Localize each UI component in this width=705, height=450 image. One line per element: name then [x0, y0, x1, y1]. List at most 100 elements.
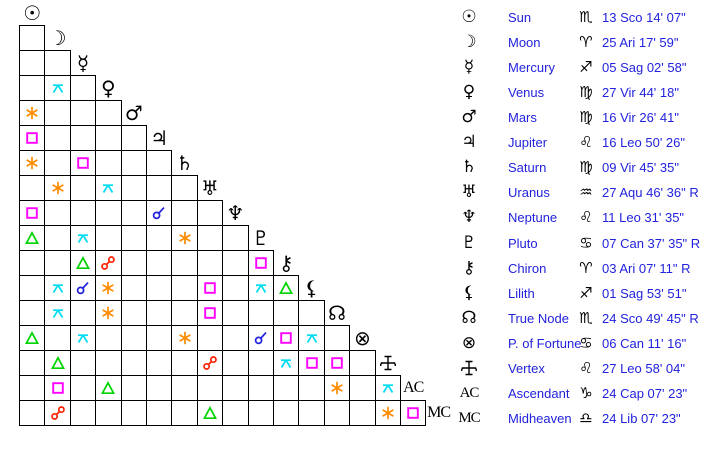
aspect-cell-sun-uranus [19, 175, 46, 201]
planet-position: 11 Leo 31' 35" [602, 210, 685, 226]
aspect-sextile-icon [26, 106, 39, 120]
aspect-cell-saturn-chiron [171, 250, 198, 276]
planet-name: Pluto [508, 235, 538, 251]
zodiac-sign-icon: ♑ [579, 383, 593, 402]
planet-name: Ascendant [508, 385, 570, 401]
aspect-opposition-icon [50, 406, 65, 420]
zodiac-sign-icon: ♐ [579, 283, 593, 302]
position-row-uranus: ♅ Uranus ♒ 27 Aqu 46' 36" R [450, 180, 702, 205]
aspect-cell-mercury-mars [69, 100, 97, 126]
aspect-cell-true-node-ac [323, 375, 351, 401]
aspect-cell-chiron-ac [273, 375, 300, 401]
planet-position: 27 Aqu 46' 36" R [602, 185, 699, 201]
aspect-cell-venus-mc [95, 400, 122, 426]
aspect-trine-icon [279, 281, 294, 295]
aspect-cell-saturn-mc [171, 400, 198, 426]
aspect-trine-icon [25, 331, 40, 345]
aspect-cell-pluto-mc [247, 400, 274, 426]
aspect-square-icon [51, 382, 64, 394]
planet-position: 06 Can 11' 16" [602, 335, 687, 351]
planet-position: 03 Ari 07' 11" R [602, 260, 691, 276]
aspect-square-icon [204, 282, 216, 294]
planet-name: Saturn [508, 160, 547, 176]
planet-name: Vertex [508, 360, 545, 376]
aspect-trine-icon [50, 356, 65, 370]
aspect-cell-venus-chiron [95, 250, 122, 276]
aspect-sextile-icon [51, 181, 64, 195]
aspect-trine-icon [101, 381, 116, 395]
zodiac-sign-icon: ♌ [579, 358, 593, 377]
planet-position: 05 Sag 02' 58" [602, 60, 687, 76]
aspect-cell-venus-jupiter [95, 125, 122, 151]
moon-glyph: ☽ [48, 26, 67, 50]
lilith-glyph: ⚸ [304, 276, 319, 300]
aspect-cell-true-node-fortune [323, 325, 351, 351]
aspect-cell-moon-mercury [44, 50, 71, 76]
aspect-opposition-icon [101, 256, 116, 270]
aspect-cell-neptune-ac [222, 375, 249, 401]
planet-name: Jupiter [508, 135, 548, 151]
ac-glyph: AC [459, 384, 480, 401]
chiron-glyph: ⚷ [278, 251, 294, 275]
mc-glyph: MC [427, 404, 451, 421]
position-row-saturn: ♄ Saturn ♍ 09 Vir 45' 35" [450, 155, 702, 180]
planet-name: Moon [508, 35, 541, 51]
planet-position: 16 Leo 50' 26" [602, 135, 686, 151]
aspect-trine-icon [202, 406, 217, 420]
aspect-cell-uranus-pluto [196, 225, 224, 251]
aspect-sextile-icon [102, 281, 115, 295]
aspect-cell-venus-vertex [95, 350, 122, 376]
chiron-glyph: ⚷ [462, 257, 476, 278]
aspect-quincunx-icon [255, 284, 267, 293]
planet-name: Uranus [508, 185, 550, 201]
zodiac-sign-icon: ♍ [579, 158, 593, 177]
zodiac-sign-icon: ♒ [579, 183, 593, 202]
aspect-quincunx-icon [306, 334, 317, 343]
position-row-pluto: ♇ Pluto ♋ 07 Can 37' 35" R [450, 231, 702, 256]
venus-glyph: ♀ [462, 82, 476, 103]
position-row-jupiter: ♃ Jupiter ♌ 16 Leo 50' 26" [450, 130, 702, 155]
zodiac-sign-icon: ♏ [579, 308, 593, 327]
aspect-cell-mars-vertex [120, 350, 147, 376]
aspect-opposition-icon [203, 356, 217, 370]
ac-glyph: AC [403, 379, 424, 396]
fortune-glyph: ⊗ [461, 332, 477, 353]
aspect-square-icon [305, 357, 318, 369]
aspect-conjunction-icon [254, 332, 267, 345]
position-row-mercury: ☿ Mercury ♐ 05 Sag 02' 58" [450, 55, 702, 80]
aspect-cell-neptune-pluto [222, 225, 249, 251]
planet-position: 27 Vir 44' 18" [602, 85, 679, 101]
position-row-moon: ☽ Moon ♈ 25 Ari 17' 59" [450, 30, 702, 55]
aspect-sextile-icon [178, 231, 191, 245]
aspect-trine-icon [25, 231, 40, 245]
moon-glyph: ☽ [461, 32, 477, 53]
aspect-quincunx-icon [280, 359, 292, 368]
aspect-sextile-icon [102, 306, 115, 320]
aspect-quincunx-icon [77, 334, 89, 343]
aspect-trine-icon [75, 256, 90, 270]
lilith-glyph: ⚸ [462, 282, 476, 303]
saturn-glyph: ♄ [175, 151, 194, 175]
aspect-cell-lilith-vertex [298, 350, 325, 376]
aspect-grid: ☉ ☽ ☿ ♀ ♂ ♃ ♄ ♅ ♆ ♇ ⚷ ⚸ ☊ ⊗ AC MC [19, 1, 451, 426]
position-row-true-node: ☊ True Node ♏ 24 Sco 49' 45" R [450, 306, 702, 331]
true-node-glyph: ☊ [328, 301, 346, 325]
planet-name: P. of Fortune [508, 335, 582, 351]
aspect-cell-mars-neptune [120, 200, 147, 226]
position-row-mc: MC Midheaven ♎ 24 Lib 07' 23" [450, 406, 702, 431]
aspect-cell-vertex-mc [374, 400, 401, 426]
aspect-square-icon [331, 357, 343, 369]
jupiter-glyph: ♃ [461, 132, 477, 153]
aspect-square-icon [407, 407, 419, 419]
aspect-cell-mars-lilith [120, 275, 147, 301]
planet-position: 25 Ari 17' 59" [602, 35, 679, 51]
position-row-ac: AC Ascendant ♑ 24 Cap 07' 23" [450, 381, 702, 406]
planet-position: 01 Sag 53' 51" [602, 285, 687, 301]
aspect-cell-sun-vertex [19, 350, 46, 376]
aspect-cell-mars-pluto [120, 225, 147, 251]
position-row-sun: ☉ Sun ♏ 13 Sco 14' 07" [450, 5, 702, 30]
aspect-cell-lilith-true-node [298, 300, 325, 326]
aspect-cell-fortune-mc [349, 400, 376, 426]
position-row-fortune: ⊗ P. of Fortune ♋ 06 Can 11' 16" [450, 331, 702, 356]
